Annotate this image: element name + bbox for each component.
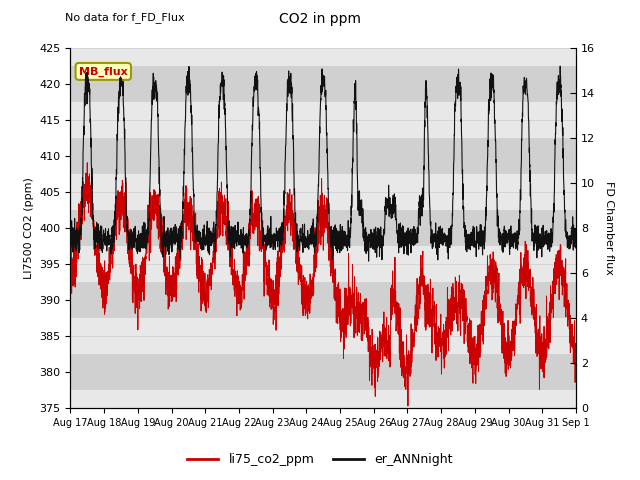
Bar [70,210,576,246]
Text: CO2 in ppm: CO2 in ppm [279,12,361,26]
Legend: li75_co2_ppm, er_ANNnight: li75_co2_ppm, er_ANNnight [182,448,458,471]
Bar [70,66,576,102]
Bar [70,282,576,318]
Text: No data for f_FD_Flux: No data for f_FD_Flux [65,12,185,23]
Bar [70,354,576,390]
Y-axis label: FD Chamber flux: FD Chamber flux [604,181,614,275]
Text: MB_flux: MB_flux [79,66,127,76]
Y-axis label: LI7500 CO2 (ppm): LI7500 CO2 (ppm) [24,177,34,279]
Bar [70,138,576,174]
